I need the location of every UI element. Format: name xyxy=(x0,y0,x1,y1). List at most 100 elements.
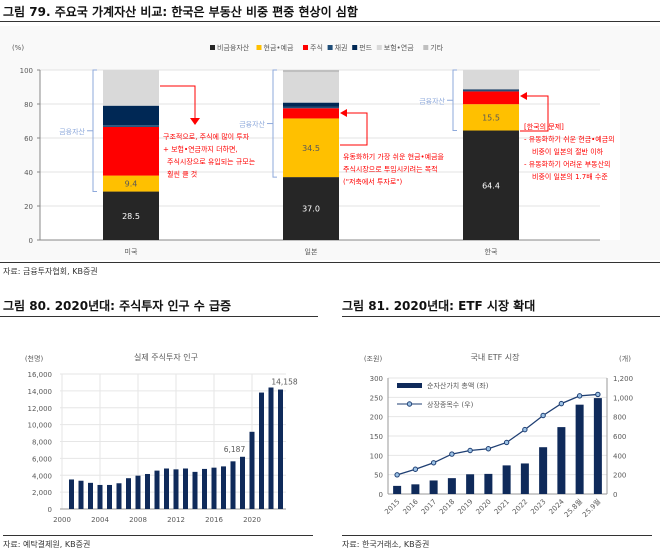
data-label: 14,158 xyxy=(271,378,297,387)
y-tick-label-right: 1,200 xyxy=(613,375,633,383)
bar xyxy=(429,480,438,494)
bar xyxy=(520,463,529,494)
line-point xyxy=(576,393,583,399)
data-label: 37.0 xyxy=(302,205,320,214)
bracket-label: 금융자산 xyxy=(59,127,85,136)
annotation-text: 비중이 일본의 1.7배 수준 xyxy=(532,172,608,181)
legend-label: 펀드 xyxy=(359,43,372,52)
chart-title: 국내 ETF 시장 xyxy=(470,352,520,362)
annotation-text: 유동화하기 가장 쉬운 현금•예금을 xyxy=(343,152,445,161)
bar xyxy=(593,398,602,494)
bar xyxy=(183,468,188,509)
x-tick-label: 일본 xyxy=(305,247,318,256)
bar xyxy=(202,468,207,509)
y-tick-label-right: 200 xyxy=(613,472,626,480)
arrow-line xyxy=(340,112,368,146)
bar-segment xyxy=(283,72,339,103)
y-tick-label: 4,000 xyxy=(32,472,52,480)
y-axis-unit: (%) xyxy=(12,44,24,52)
y-tick-label: 14,000 xyxy=(28,388,53,396)
chart-title: 실제 주식투자 인구 xyxy=(134,352,198,362)
bar xyxy=(575,404,584,494)
annotation-text: ("저축에서 투자로") xyxy=(343,177,402,186)
y-tick-label-right: 1,000 xyxy=(613,394,633,402)
y-tick-label: 0 xyxy=(29,237,33,245)
bar xyxy=(484,473,493,494)
x-tick-label: 2023 xyxy=(529,498,547,516)
y-tick-label-left: 100 xyxy=(370,452,383,460)
y-axis-unit-right: (개) xyxy=(619,354,631,363)
data-label: 15.5 xyxy=(482,113,500,122)
x-tick-label: 2020 xyxy=(475,498,493,516)
data-label: 9.4 xyxy=(125,180,138,189)
bar xyxy=(211,467,217,509)
legend-swatch xyxy=(376,45,382,50)
bar xyxy=(221,466,226,509)
arrow-head-icon xyxy=(520,92,527,100)
bar xyxy=(78,480,84,509)
annotation-text: 주식시장으로 투입시키려는 목적 xyxy=(343,165,438,174)
x-tick-label: 25.8월 xyxy=(562,497,584,519)
bar xyxy=(249,431,255,509)
y-tick-label-right: 0 xyxy=(613,491,617,499)
legend-swatch xyxy=(352,45,358,50)
x-tick-label: 2021 xyxy=(493,498,511,516)
x-tick-label: 2020 xyxy=(243,516,261,524)
divider xyxy=(0,316,318,317)
annotation-text: + 보험•연금까지 더하면, xyxy=(163,145,238,154)
bar xyxy=(192,471,198,509)
y-tick-label-left: 250 xyxy=(370,394,383,402)
line-point xyxy=(467,447,473,454)
y-tick-label: 60 xyxy=(24,135,33,143)
x-tick-label: 2019 xyxy=(456,498,474,516)
arrow-line xyxy=(160,85,196,118)
legend-swatch xyxy=(256,45,262,50)
data-label: 6,187 xyxy=(224,445,246,454)
y-tick-label: 10,000 xyxy=(28,422,53,430)
bar xyxy=(173,469,179,509)
legend-label: 주식 xyxy=(310,43,323,52)
y-tick-label: 20 xyxy=(24,203,33,211)
y-tick-label-right: 600 xyxy=(613,433,626,441)
bar xyxy=(164,468,169,509)
annotation-text: 구조적으로, 주식에 많이 투자 xyxy=(163,132,250,141)
bar-segment xyxy=(103,70,159,106)
arrow-head-icon xyxy=(190,118,200,125)
line-point xyxy=(394,472,400,478)
x-tick-label: 2018 xyxy=(438,498,456,516)
annotation-text: - 유동화하기 어려운 부동산의 xyxy=(524,160,610,169)
bar xyxy=(135,475,141,509)
y-tick-label: 12,000 xyxy=(28,405,53,413)
y-tick-label: 2,000 xyxy=(32,489,52,497)
y-tick-label-left: 50 xyxy=(374,472,383,480)
x-tick-label: 2000 xyxy=(53,516,71,524)
bar-segment xyxy=(103,125,159,127)
divider xyxy=(0,262,660,263)
legend-label: 순자산가치 총액 (좌) xyxy=(427,381,489,390)
y-tick-label: 100 xyxy=(20,67,33,75)
legend-label: 채권 xyxy=(335,43,348,52)
line-point xyxy=(558,400,565,407)
legend-label: 상장종목수 (우) xyxy=(427,400,474,409)
bar xyxy=(154,470,160,509)
y-tick-label-left: 0 xyxy=(379,491,383,499)
bar-segment xyxy=(463,70,519,90)
x-tick-label: 한국 xyxy=(485,248,498,256)
annotation-text: 주식시장으로 유입되는 규모는 xyxy=(167,157,256,166)
x-tick-label: 2016 xyxy=(402,497,421,516)
line-point xyxy=(503,439,510,446)
line-series xyxy=(396,393,598,476)
y-tick-label-left: 200 xyxy=(370,414,383,422)
x-tick-label: 2008 xyxy=(129,516,147,524)
bar xyxy=(411,484,420,494)
bar xyxy=(557,427,566,494)
bar xyxy=(259,392,264,509)
bar-segment xyxy=(103,175,159,192)
legend-marker xyxy=(406,401,413,407)
annotation-text: 비중이 일본의 절반 이하 xyxy=(532,147,604,156)
legend-label: 보험•연금 xyxy=(384,44,414,52)
line-point xyxy=(485,446,492,452)
bar xyxy=(69,479,74,509)
bar-segment xyxy=(463,89,519,91)
